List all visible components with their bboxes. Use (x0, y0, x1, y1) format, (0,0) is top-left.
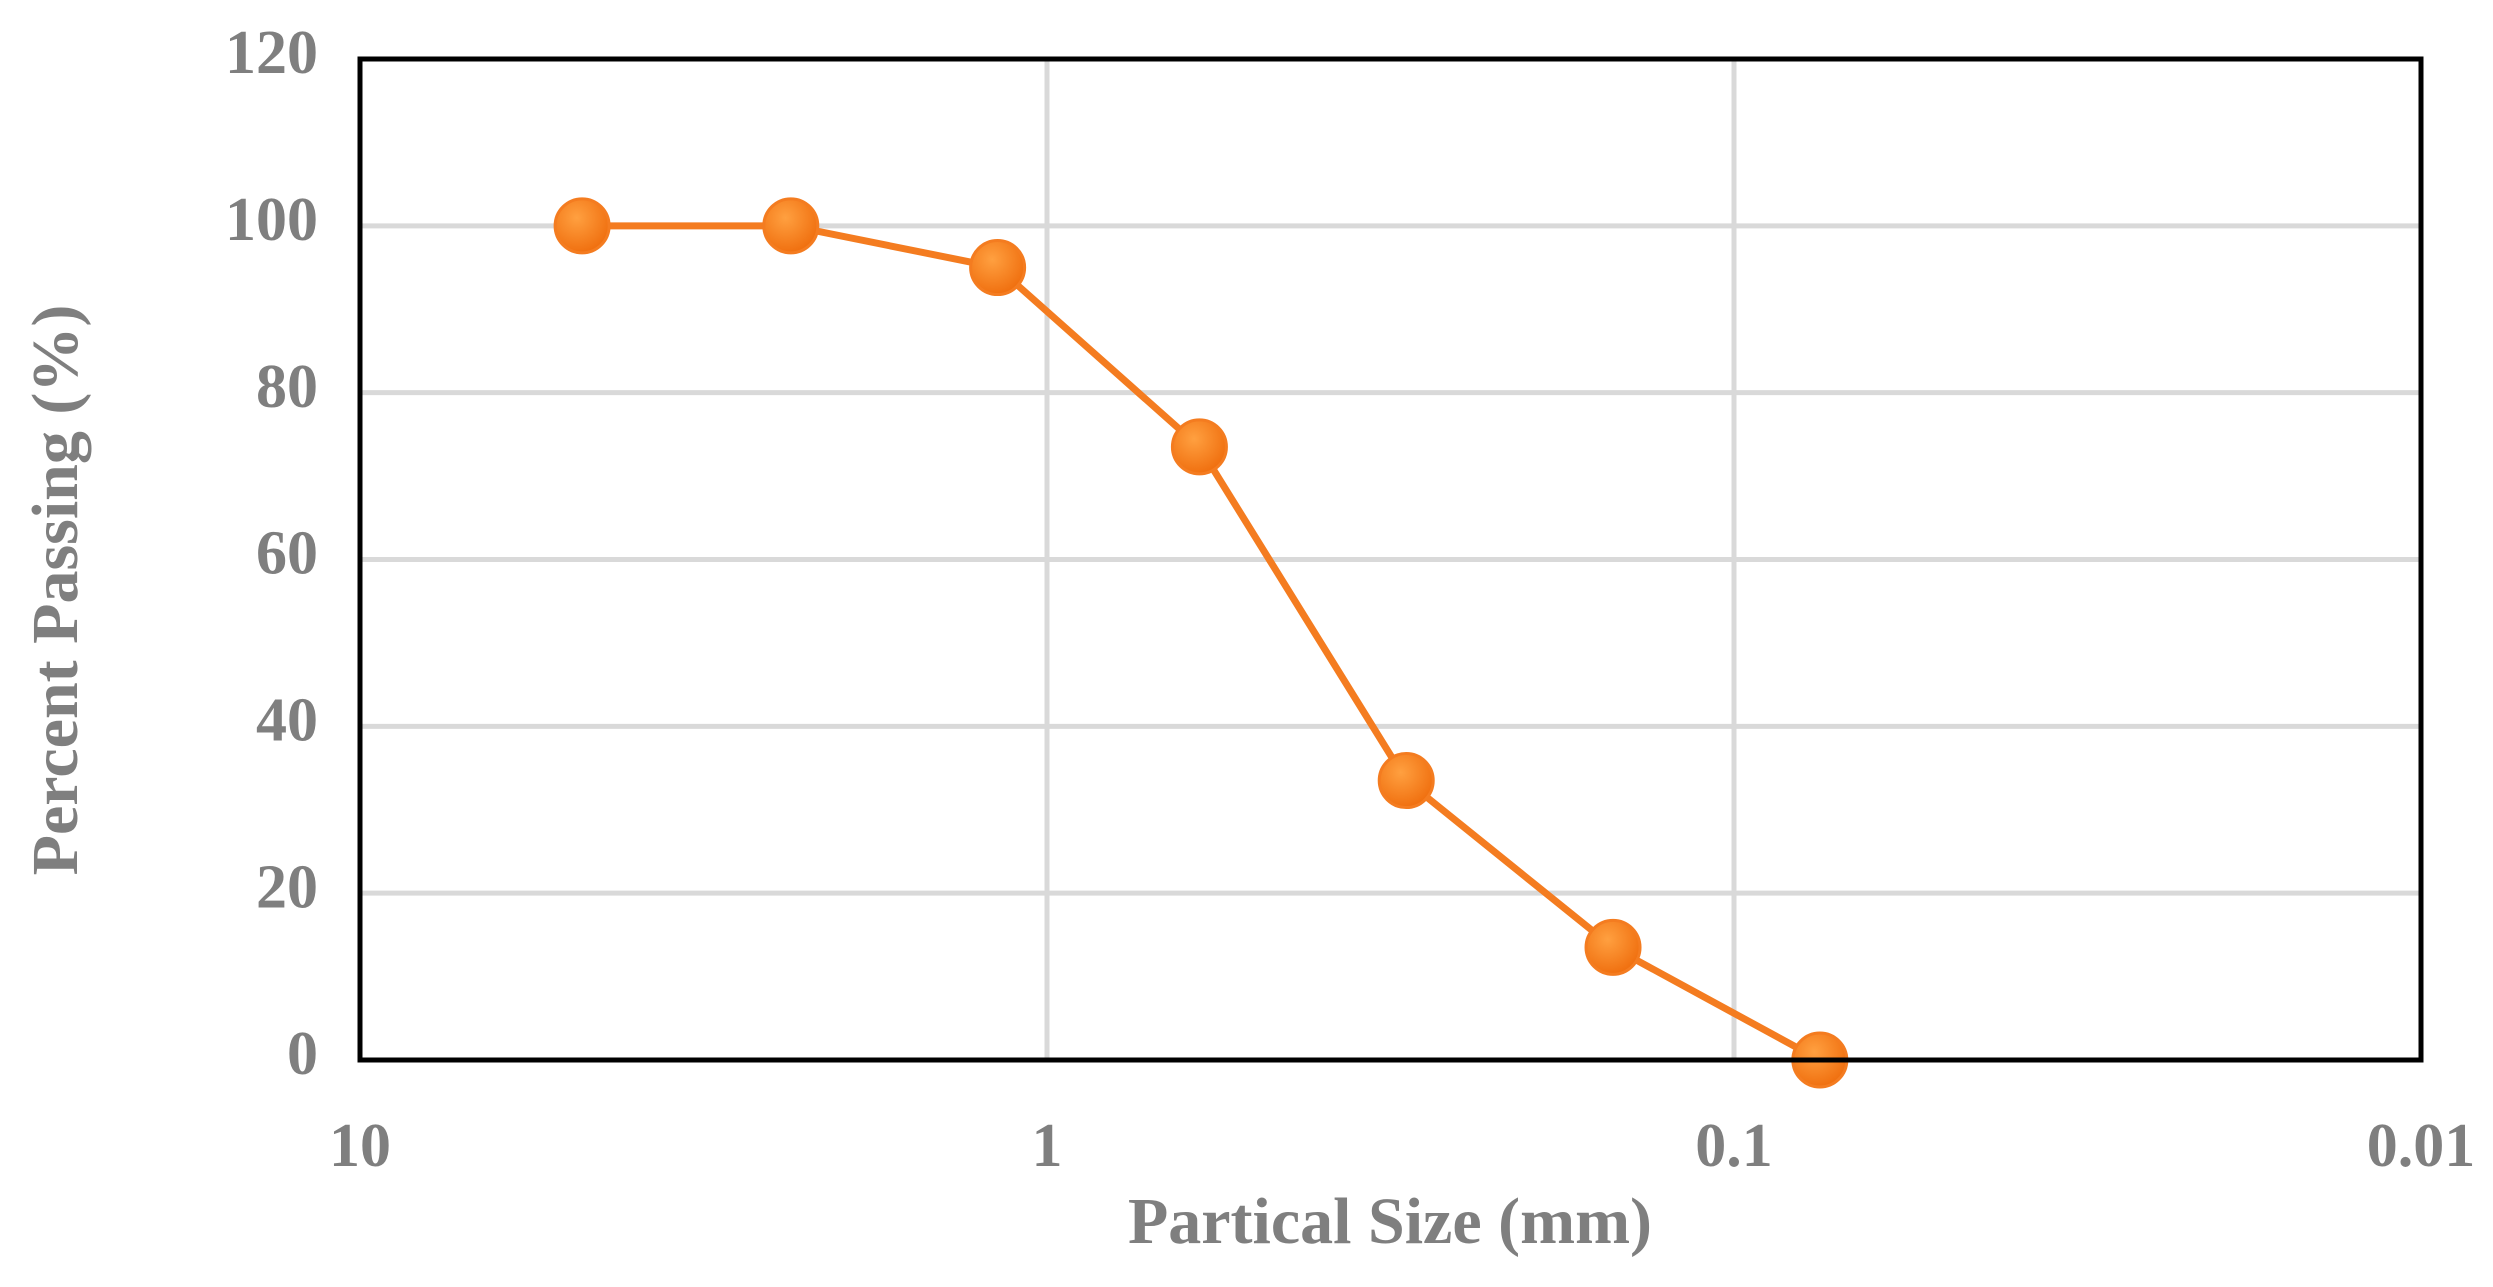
x-tick-label: 1 (1032, 1112, 1063, 1180)
grid (357, 56, 2424, 1063)
y-axis-label: Percent Passing (%) (19, 305, 92, 876)
data-point (1377, 752, 1435, 810)
marks (553, 197, 1849, 1089)
plot-frame (357, 56, 2424, 1063)
x-tick-label: 10 (329, 1112, 391, 1180)
y-tick-label: 100 (225, 186, 318, 254)
data-point (553, 197, 611, 255)
y-tick-label: 40 (256, 687, 318, 755)
data-point (1584, 918, 1642, 976)
y-tick-label: 120 (225, 19, 318, 87)
y-tick-label: 0 (287, 1020, 318, 1088)
y-tick-label: 60 (256, 520, 318, 588)
x-tick-label: 0.01 (2367, 1112, 2476, 1180)
x-axis-label: Partical Size (mm) (1128, 1185, 1652, 1258)
y-tick-label: 20 (256, 853, 318, 921)
x-tick-label: 0.1 (1695, 1112, 1773, 1180)
data-point (762, 197, 820, 255)
y-tick-label: 80 (256, 353, 318, 421)
data-point (1170, 418, 1228, 476)
data-point (969, 239, 1027, 297)
